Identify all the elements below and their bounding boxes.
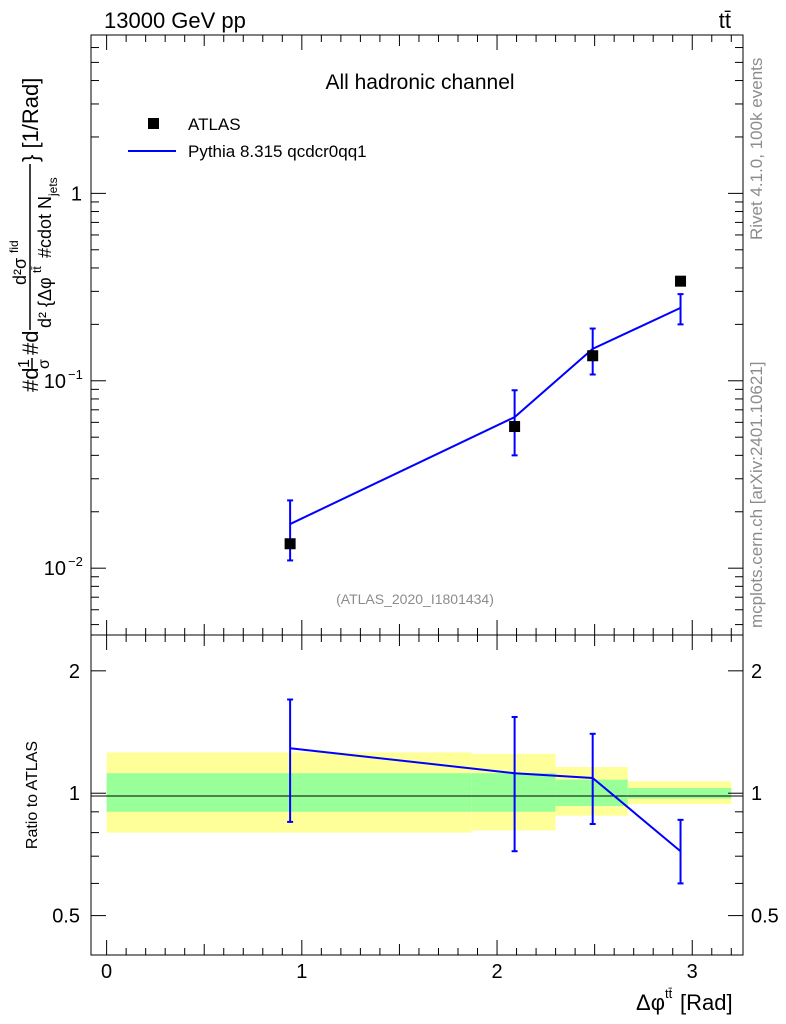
data-point (587, 350, 599, 362)
legend: ATLAS Pythia 8.315 qcdcr0qq1 (128, 115, 367, 161)
analysis-id: (ATLAS_2020_I1801434) (336, 591, 494, 607)
main-axis-ticks (91, 34, 743, 635)
data-point (675, 275, 687, 287)
ratio-band-inner (627, 787, 732, 799)
ratio-y-tick-label-right: 0.5 (751, 906, 779, 928)
ratio-bands (106, 752, 732, 833)
y-label-prefix: #d (18, 368, 43, 392)
ratio-frame (90, 634, 744, 956)
legend-pythia-label: Pythia 8.315 qcdcr0qq1 (188, 142, 367, 161)
ratio-y-tick-labels: 0.5 0.5 1 1 2 2 (52, 661, 779, 928)
ratio-y-tick-label-right: 1 (751, 783, 762, 805)
main-mc-series (287, 293, 684, 562)
ratio-panel: 0.5 0.5 1 1 2 2 0 1 2 3 Ratio to ATLAS Δφ tt̄ [R… (24, 634, 779, 1015)
header-right: tt̄ (719, 8, 731, 33)
legend-atlas-marker (148, 118, 159, 129)
ratio-y-tick-label-right: 2 (751, 661, 762, 683)
x-tick-label: 0 (101, 961, 112, 983)
ratio-mc-series (287, 698, 684, 885)
main-panel: All hadronic channel (ATLAS_2020_I180143… (7, 34, 744, 636)
x-tick-label: 3 (687, 961, 698, 983)
ratio-mc-line (290, 747, 682, 852)
x-axis-label: Δφ tt̄ [Rad] (636, 986, 733, 1015)
ratio-y-tick-label: 1 (69, 783, 80, 805)
ratio-y-tick-label: 0.5 (52, 906, 80, 928)
header-left: 13000 GeV pp (104, 8, 246, 33)
main-data-series (284, 275, 687, 550)
x-label-unit: [Rad] (680, 990, 733, 1015)
ratio-axis-ticks (91, 635, 743, 956)
main-y-axis-label: #d 1 σ #d d²σ fid d² {Δφ tt̄ #cdot N jet… (7, 78, 60, 392)
main-y-tick-exp: −1 (68, 367, 83, 382)
legend-atlas-label: ATLAS (188, 115, 241, 134)
y-label-suffix: } [1/Rad] (18, 78, 43, 162)
svg-text:#d: #d (18, 331, 43, 355)
main-y-tick-label: 10 (44, 558, 66, 580)
data-point (509, 421, 521, 433)
svg-text:tt̄: tt̄ (30, 266, 44, 273)
rivet-label: Rivet 4.1.0, 100k events (747, 58, 766, 240)
x-label-main: Δφ (636, 990, 665, 1015)
x-label-sup: tt̄ (665, 986, 673, 1001)
svg-text:#cdot N: #cdot N (35, 196, 55, 258)
svg-text:jets: jets (46, 177, 60, 197)
main-y-tick-label: 1 (71, 183, 82, 205)
ratio-y-tick-label: 2 (69, 661, 80, 683)
svg-text:fid: fid (7, 240, 21, 253)
main-y-tick-label: 10 (44, 371, 66, 393)
x-tick-label: 2 (491, 961, 502, 983)
ratio-y-axis-label: Ratio to ATLAS (24, 741, 41, 849)
mc-line (289, 306, 681, 525)
main-title: All hadronic channel (325, 71, 514, 94)
source-label: mcplots.cern.ch [arXiv:2401.10621] (747, 362, 766, 628)
svg-text:1: 1 (16, 359, 33, 368)
main-y-tick-exp: −2 (68, 554, 83, 569)
data-point (284, 538, 296, 550)
svg-text:σ: σ (36, 359, 53, 369)
svg-text:d²σ: d²σ (10, 258, 30, 285)
svg-text:d² {Δφ: d² {Δφ (35, 277, 55, 328)
main-y-tick-labels: 10 −210 −11 (44, 183, 83, 580)
ratio-x-tick-labels: 0 1 2 3 (101, 961, 698, 983)
x-tick-label: 1 (296, 961, 307, 983)
